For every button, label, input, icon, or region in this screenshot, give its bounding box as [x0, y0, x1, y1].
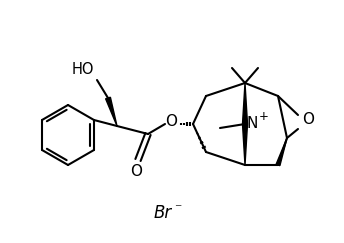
- Text: O: O: [165, 113, 177, 129]
- Polygon shape: [243, 124, 247, 165]
- Text: HO: HO: [72, 62, 94, 78]
- Polygon shape: [276, 138, 287, 166]
- Polygon shape: [243, 83, 247, 124]
- Text: O: O: [130, 165, 142, 180]
- Text: Br: Br: [154, 204, 172, 222]
- Text: +: +: [259, 110, 269, 122]
- Polygon shape: [106, 97, 117, 126]
- Text: O: O: [302, 113, 314, 128]
- Text: N: N: [246, 115, 258, 130]
- Text: ⁻: ⁻: [174, 202, 181, 216]
